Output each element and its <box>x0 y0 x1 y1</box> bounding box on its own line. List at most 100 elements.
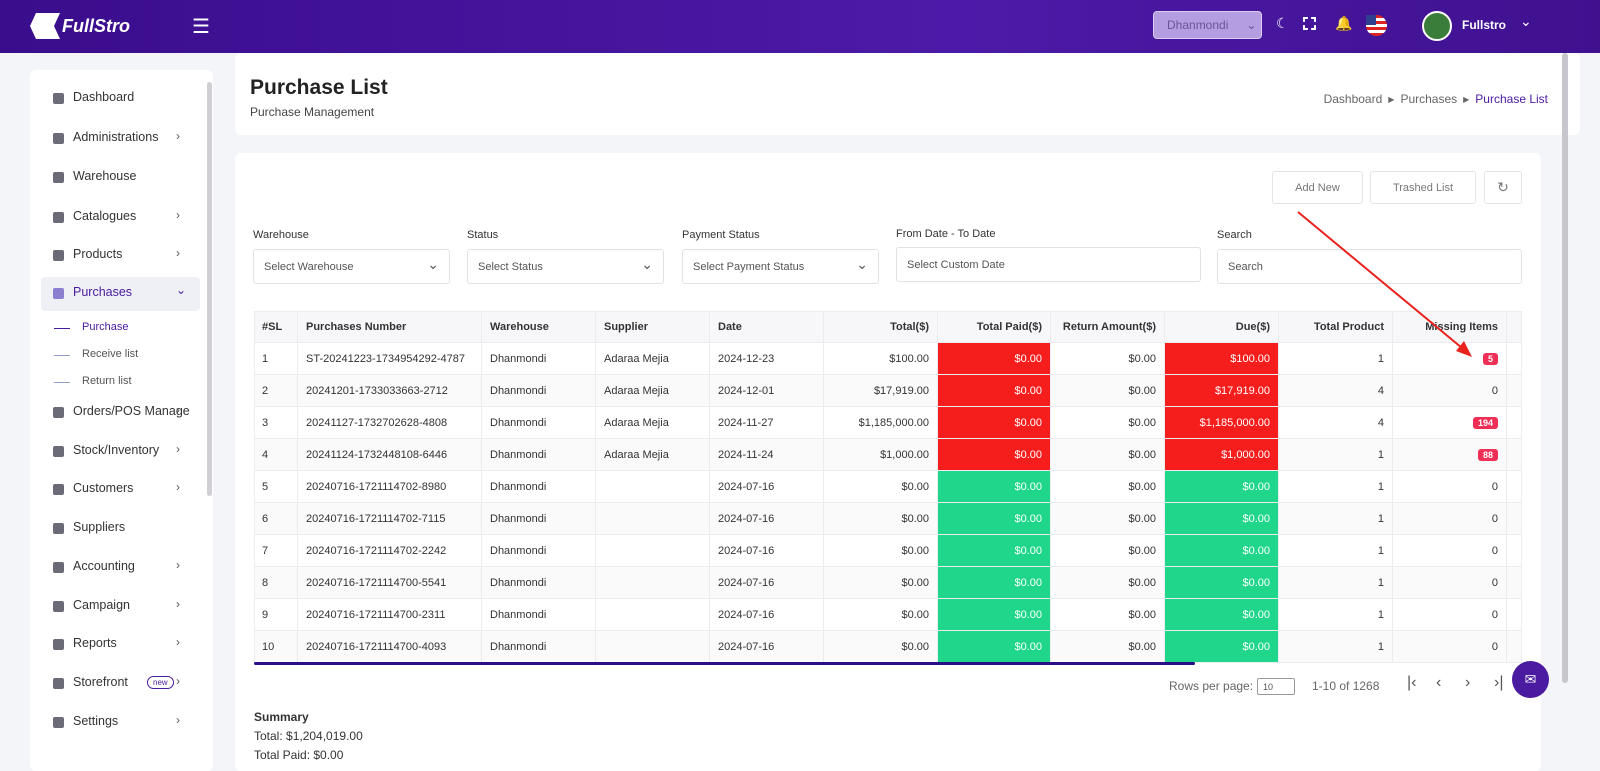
table-cell: $0.00 <box>824 535 938 566</box>
menu-item[interactable]: Campaign <box>73 598 130 612</box>
table-cell: $1,185,000.00 <box>824 407 938 438</box>
column-header[interactable]: Supplier <box>596 311 710 343</box>
filter-input[interactable]: Select Custom Date <box>896 247 1201 282</box>
table-cell: 2024-07-16 <box>710 535 824 566</box>
chevron: › <box>176 246 180 260</box>
menu-item[interactable]: Products <box>73 247 123 261</box>
missing-badge: 5 <box>1482 352 1498 365</box>
menu-item[interactable]: Customers <box>73 481 134 495</box>
table-cell: Dhanmondi <box>482 343 596 374</box>
table-cell: 20240716-1721114700-5541 <box>298 567 482 598</box>
table-cell: $0.00 <box>1051 471 1165 502</box>
missing-count: 0 <box>1491 640 1498 653</box>
menu-item[interactable]: Warehouse <box>73 169 137 183</box>
chat-button[interactable]: ✉ <box>1512 661 1549 698</box>
filter-input[interactable]: Select Status ⌄ <box>467 249 664 284</box>
theme-toggle[interactable]: ☾ <box>1276 15 1289 31</box>
trashed-list-button[interactable]: Trashed List <box>1370 171 1476 204</box>
summary-line: Total: $1,204,019.00 <box>254 729 363 743</box>
submenu-item[interactable]: Purchase <box>82 321 129 333</box>
breadcrumb: Dashboard ▶ Purchases ▶ Purchase List <box>1324 92 1548 106</box>
pager-button[interactable]: |‹ <box>1407 674 1417 691</box>
menu-item[interactable]: Orders/POS Manage <box>73 404 190 418</box>
table-cell: 4 <box>254 439 298 470</box>
breadcrumb-item[interactable]: Dashboard <box>1323 92 1383 106</box>
table-cell: 194 <box>1393 407 1507 438</box>
filter-input[interactable]: Select Warehouse ⌄ <box>253 249 450 284</box>
table-cell: 20241127-1732702628-4808 <box>298 407 482 438</box>
menu-item[interactable]: Suppliers <box>73 520 126 534</box>
table-cell: 1 <box>1279 599 1393 630</box>
menu-item[interactable]: Stock/Inventory <box>73 443 160 457</box>
pager-button[interactable]: ‹ <box>1436 674 1442 691</box>
table-cell: $100.00 <box>1165 343 1279 374</box>
menu-item[interactable]: Settings <box>73 714 119 728</box>
table-cell: $1,185,000.00 <box>1165 407 1279 438</box>
filter-label: Status <box>467 229 499 241</box>
table-cell: 4 <box>1279 407 1393 438</box>
column-header[interactable]: Date <box>710 311 824 343</box>
column-header[interactable]: #SL <box>254 311 298 343</box>
table-cell: Dhanmondi <box>482 631 596 662</box>
rows-select[interactable]: 10 <box>1257 678 1295 695</box>
summary-title: Summary <box>254 710 309 724</box>
filter-input[interactable]: Select Payment Status ⌄ <box>682 249 879 284</box>
chevron: › <box>176 597 180 611</box>
column-header[interactable]: Total($) <box>824 311 938 343</box>
avatar[interactable] <box>1422 11 1452 41</box>
column-header[interactable]: Due($) <box>1165 311 1279 343</box>
table-cell: $0.00 <box>1165 503 1279 534</box>
table-cell: Dhanmondi <box>482 567 596 598</box>
menu-item[interactable]: Storefront <box>73 675 128 689</box>
notifications[interactable]: 🔔 <box>1335 15 1353 31</box>
language-flag[interactable] <box>1366 15 1387 36</box>
menu-icon <box>53 212 64 223</box>
menu-item[interactable]: Accounting <box>73 559 135 573</box>
page-scrollbar <box>1562 53 1568 683</box>
submenu-line <box>54 355 70 356</box>
column-header[interactable]: Total Paid($) <box>938 311 1051 343</box>
submenu-item[interactable]: Receive list <box>82 348 139 360</box>
column-header[interactable]: Total Product <box>1279 311 1393 343</box>
filter-label: Payment Status <box>682 229 760 241</box>
table-scrollbar <box>254 662 1195 665</box>
table-cell: $0.00 <box>1051 631 1165 662</box>
menu-icon <box>53 717 64 728</box>
menu-item[interactable]: Purchases <box>73 285 133 299</box>
branch-select[interactable]: Dhanmondi ⌄ <box>1153 11 1262 39</box>
menu-item[interactable]: Catalogues <box>73 209 137 223</box>
column-header[interactable]: Return Amount($) <box>1051 311 1165 343</box>
table-cell: 20240716-1721114700-4093 <box>298 631 482 662</box>
table-cell: Dhanmondi <box>482 375 596 406</box>
fullscreen[interactable] <box>1303 17 1316 30</box>
branch-name: Dhanmondi <box>1167 18 1229 32</box>
menu-icon <box>53 250 64 261</box>
filter-input[interactable]: Search <box>1217 249 1522 284</box>
table-cell: 4 <box>1279 375 1393 406</box>
user-name[interactable]: Fullstro <box>1462 18 1506 32</box>
table-cell: $0.00 <box>938 375 1051 406</box>
table-cell: ST-20241223-1734954292-4787 <box>298 343 482 374</box>
menu-toggle[interactable]: ☰ <box>192 16 210 38</box>
table-cell <box>596 535 710 566</box>
chevron: › <box>176 442 180 456</box>
pager-button[interactable]: ›| <box>1494 674 1504 691</box>
table-cell: $0.00 <box>1051 503 1165 534</box>
column-header[interactable]: Purchases Number <box>298 311 482 343</box>
add-new-button[interactable]: Add New <box>1272 171 1363 204</box>
placeholder: Select Warehouse <box>264 260 354 273</box>
column-header[interactable]: Missing Items <box>1393 311 1507 343</box>
column-header[interactable]: Warehouse <box>482 311 596 343</box>
menu-icon <box>53 446 64 457</box>
menu-item[interactable]: Administrations <box>73 130 159 144</box>
refresh-button[interactable]: ↻ <box>1484 171 1522 204</box>
chevron: ⌄ <box>176 283 187 297</box>
table-cell: $0.00 <box>1165 631 1279 662</box>
menu-item[interactable]: Dashboard <box>73 90 135 104</box>
pager-button[interactable]: › <box>1465 674 1471 691</box>
menu-icon <box>53 93 64 104</box>
submenu-item[interactable]: Return list <box>82 375 132 387</box>
breadcrumb-item[interactable]: Purchases <box>1400 92 1458 106</box>
menu-item[interactable]: Reports <box>73 636 117 650</box>
